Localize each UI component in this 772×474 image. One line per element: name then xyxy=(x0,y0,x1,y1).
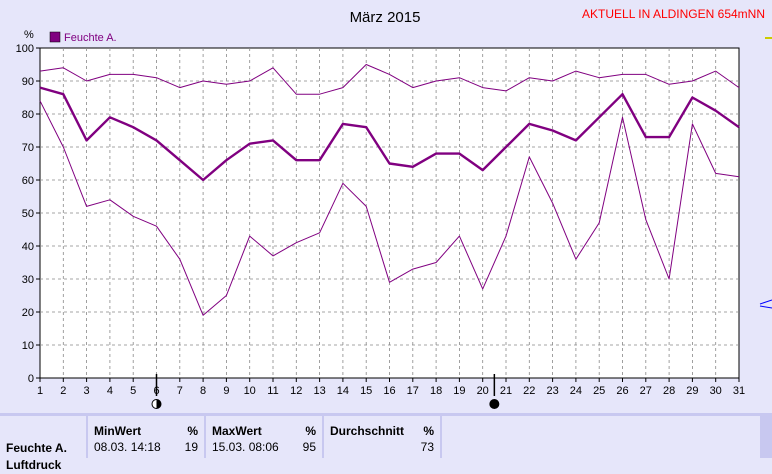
y-tick-label: 100 xyxy=(16,43,34,55)
x-tick-label: 12 xyxy=(290,385,302,397)
moon-half-fill xyxy=(156,399,161,409)
y-tick-label: 80 xyxy=(22,109,34,121)
series-line-min xyxy=(39,100,740,316)
y-axis-unit: % xyxy=(24,29,34,41)
min-unit: % xyxy=(187,424,198,438)
legend: Feuchte A. xyxy=(49,31,117,44)
y-tick-label: 0 xyxy=(28,373,34,385)
row-label: Feuchte A. xyxy=(6,441,67,455)
x-tick-label: 7 xyxy=(177,385,183,397)
series-layer xyxy=(39,64,740,316)
x-tick-label: 27 xyxy=(640,385,652,397)
x-tick-label: 22 xyxy=(523,385,535,397)
y-tick-label: 70 xyxy=(22,142,34,154)
right-edge-fragment xyxy=(759,37,772,309)
x-tick-label: 29 xyxy=(686,385,698,397)
max-unit: % xyxy=(305,424,316,438)
max-header: MaxWert xyxy=(212,424,262,438)
y-axis: 0 10 20 30 40 50 60 70 80 90 100 xyxy=(16,43,40,385)
x-tick-label: 10 xyxy=(244,385,256,397)
stats-footer: Feuchte A. Luftdruck MinWert % 08.03. 14… xyxy=(0,413,772,472)
y-tick-label: 40 xyxy=(22,241,34,253)
min-header: MinWert xyxy=(94,424,142,438)
max-timestamp: 15.03. 08:06 xyxy=(212,440,279,454)
new-moon-icon xyxy=(489,399,500,409)
x-tick-label: 8 xyxy=(200,385,206,397)
y-tick-label: 30 xyxy=(22,274,34,286)
y-tick-label: 90 xyxy=(22,76,34,88)
min-timestamp: 08.03. 14:18 xyxy=(94,440,161,454)
x-axis: 1234567891011121314151617181920212223242… xyxy=(37,378,745,397)
x-tick-label: 26 xyxy=(616,385,628,397)
average-header: Durchschnitt xyxy=(330,424,405,438)
x-tick-label: 20 xyxy=(477,385,489,397)
empty-cell xyxy=(442,416,760,458)
max-value-cell: MaxWert % 15.03. 08:06 95 xyxy=(206,416,322,458)
row-label-secondary: Luftdruck xyxy=(6,458,62,472)
x-tick-label: 17 xyxy=(407,385,419,397)
x-tick-label: 9 xyxy=(223,385,229,397)
moon-markers xyxy=(151,374,500,409)
y-tick-label: 50 xyxy=(22,208,34,220)
grid-layer xyxy=(40,48,739,378)
x-tick-label: 24 xyxy=(570,385,582,397)
average-unit: % xyxy=(423,424,434,438)
x-tick-label: 5 xyxy=(130,385,136,397)
x-tick-label: 16 xyxy=(383,385,395,397)
x-tick-label: 21 xyxy=(500,385,512,397)
x-tick-label: 25 xyxy=(593,385,605,397)
x-tick-label: 15 xyxy=(360,385,372,397)
station-label: AKTUELL IN ALDINGEN 654mNN xyxy=(582,7,765,21)
legend-label: Feuchte A. xyxy=(64,32,117,44)
x-tick-label: 14 xyxy=(337,385,349,397)
x-tick-label: 23 xyxy=(546,385,558,397)
legend-swatch xyxy=(49,31,61,43)
x-tick-label: 31 xyxy=(733,385,745,397)
x-tick-label: 28 xyxy=(663,385,675,397)
x-tick-label: 18 xyxy=(430,385,442,397)
y-tick-label: 60 xyxy=(22,175,34,187)
y-tick-label: 20 xyxy=(22,307,34,319)
min-value-cell: MinWert % 08.03. 14:18 19 xyxy=(88,416,204,458)
chart-title: März 2015 xyxy=(350,9,421,26)
x-tick-label: 11 xyxy=(267,385,278,397)
average-value-cell: Durchschnitt % 73 xyxy=(324,416,440,458)
y-tick-label: 10 xyxy=(22,340,34,352)
x-tick-label: 30 xyxy=(710,385,722,397)
x-tick-label: 4 xyxy=(107,385,113,397)
stats-label-cell: Feuchte A. Luftdruck xyxy=(0,416,86,472)
x-tick-label: 13 xyxy=(313,385,325,397)
x-tick-label: 1 xyxy=(37,385,43,397)
series-line-max xyxy=(39,64,740,95)
x-tick-label: 2 xyxy=(60,385,66,397)
x-tick-label: 19 xyxy=(453,385,465,397)
average-value: 73 xyxy=(420,440,434,454)
series-line-mean xyxy=(39,86,740,182)
x-tick-label: 3 xyxy=(84,385,90,397)
min-value: 19 xyxy=(184,440,198,454)
max-value: 95 xyxy=(302,440,316,454)
